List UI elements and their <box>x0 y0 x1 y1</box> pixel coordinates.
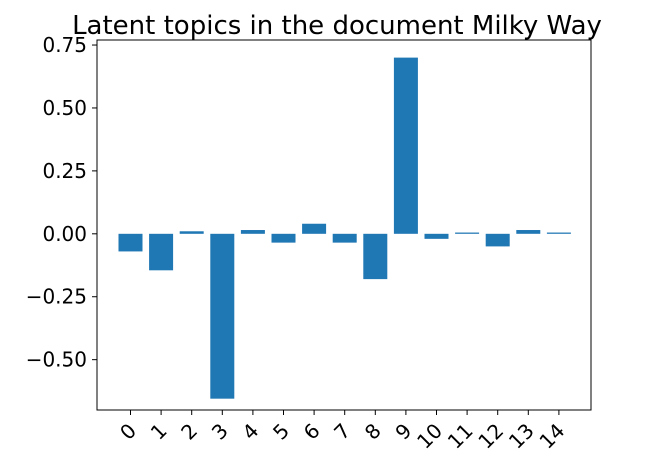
bar-4 <box>240 230 265 234</box>
bar-10 <box>424 233 449 239</box>
y-tick-label: 0.50 <box>42 96 87 120</box>
x-tick-label: 4 <box>237 419 263 445</box>
x-tick-label: 7 <box>329 419 355 445</box>
x-tick-label: 14 <box>534 419 569 454</box>
bar-13 <box>516 230 541 234</box>
bar-11 <box>455 232 480 234</box>
bar-2 <box>179 231 204 234</box>
chart-title: Latent topics in the document Milky Way <box>72 11 602 41</box>
plot-frame <box>96 39 592 411</box>
bar-3 <box>210 233 235 399</box>
y-tick-label: −0.50 <box>26 348 87 372</box>
x-tick-label: 0 <box>115 419 141 445</box>
bar-5 <box>271 233 296 243</box>
y-axis: −0.50 −0.25 0.00 0.25 0.50 0.75 <box>26 33 97 372</box>
bar-1 <box>149 233 174 271</box>
y-tick-label: 0.25 <box>42 159 87 183</box>
x-tick-label: 3 <box>207 419 233 445</box>
x-tick-label: 6 <box>299 419 325 445</box>
x-tick-label: 2 <box>176 419 202 445</box>
x-tick-label: 8 <box>360 419 386 445</box>
bars-group <box>118 57 571 399</box>
x-tick-label: 5 <box>268 419 294 445</box>
bar-14 <box>546 232 571 234</box>
y-tick-label: −0.25 <box>26 285 87 309</box>
bar-7 <box>332 233 357 243</box>
y-tick-label: 0.00 <box>42 222 87 246</box>
x-tick-label: 1 <box>146 419 172 445</box>
y-tick-label: 0.75 <box>42 33 87 57</box>
bar-0 <box>118 233 143 252</box>
bar-12 <box>485 233 510 247</box>
bar-9 <box>393 57 418 234</box>
x-tick-label: 9 <box>390 419 416 445</box>
bar-8 <box>363 233 388 280</box>
bar-6 <box>302 223 327 234</box>
